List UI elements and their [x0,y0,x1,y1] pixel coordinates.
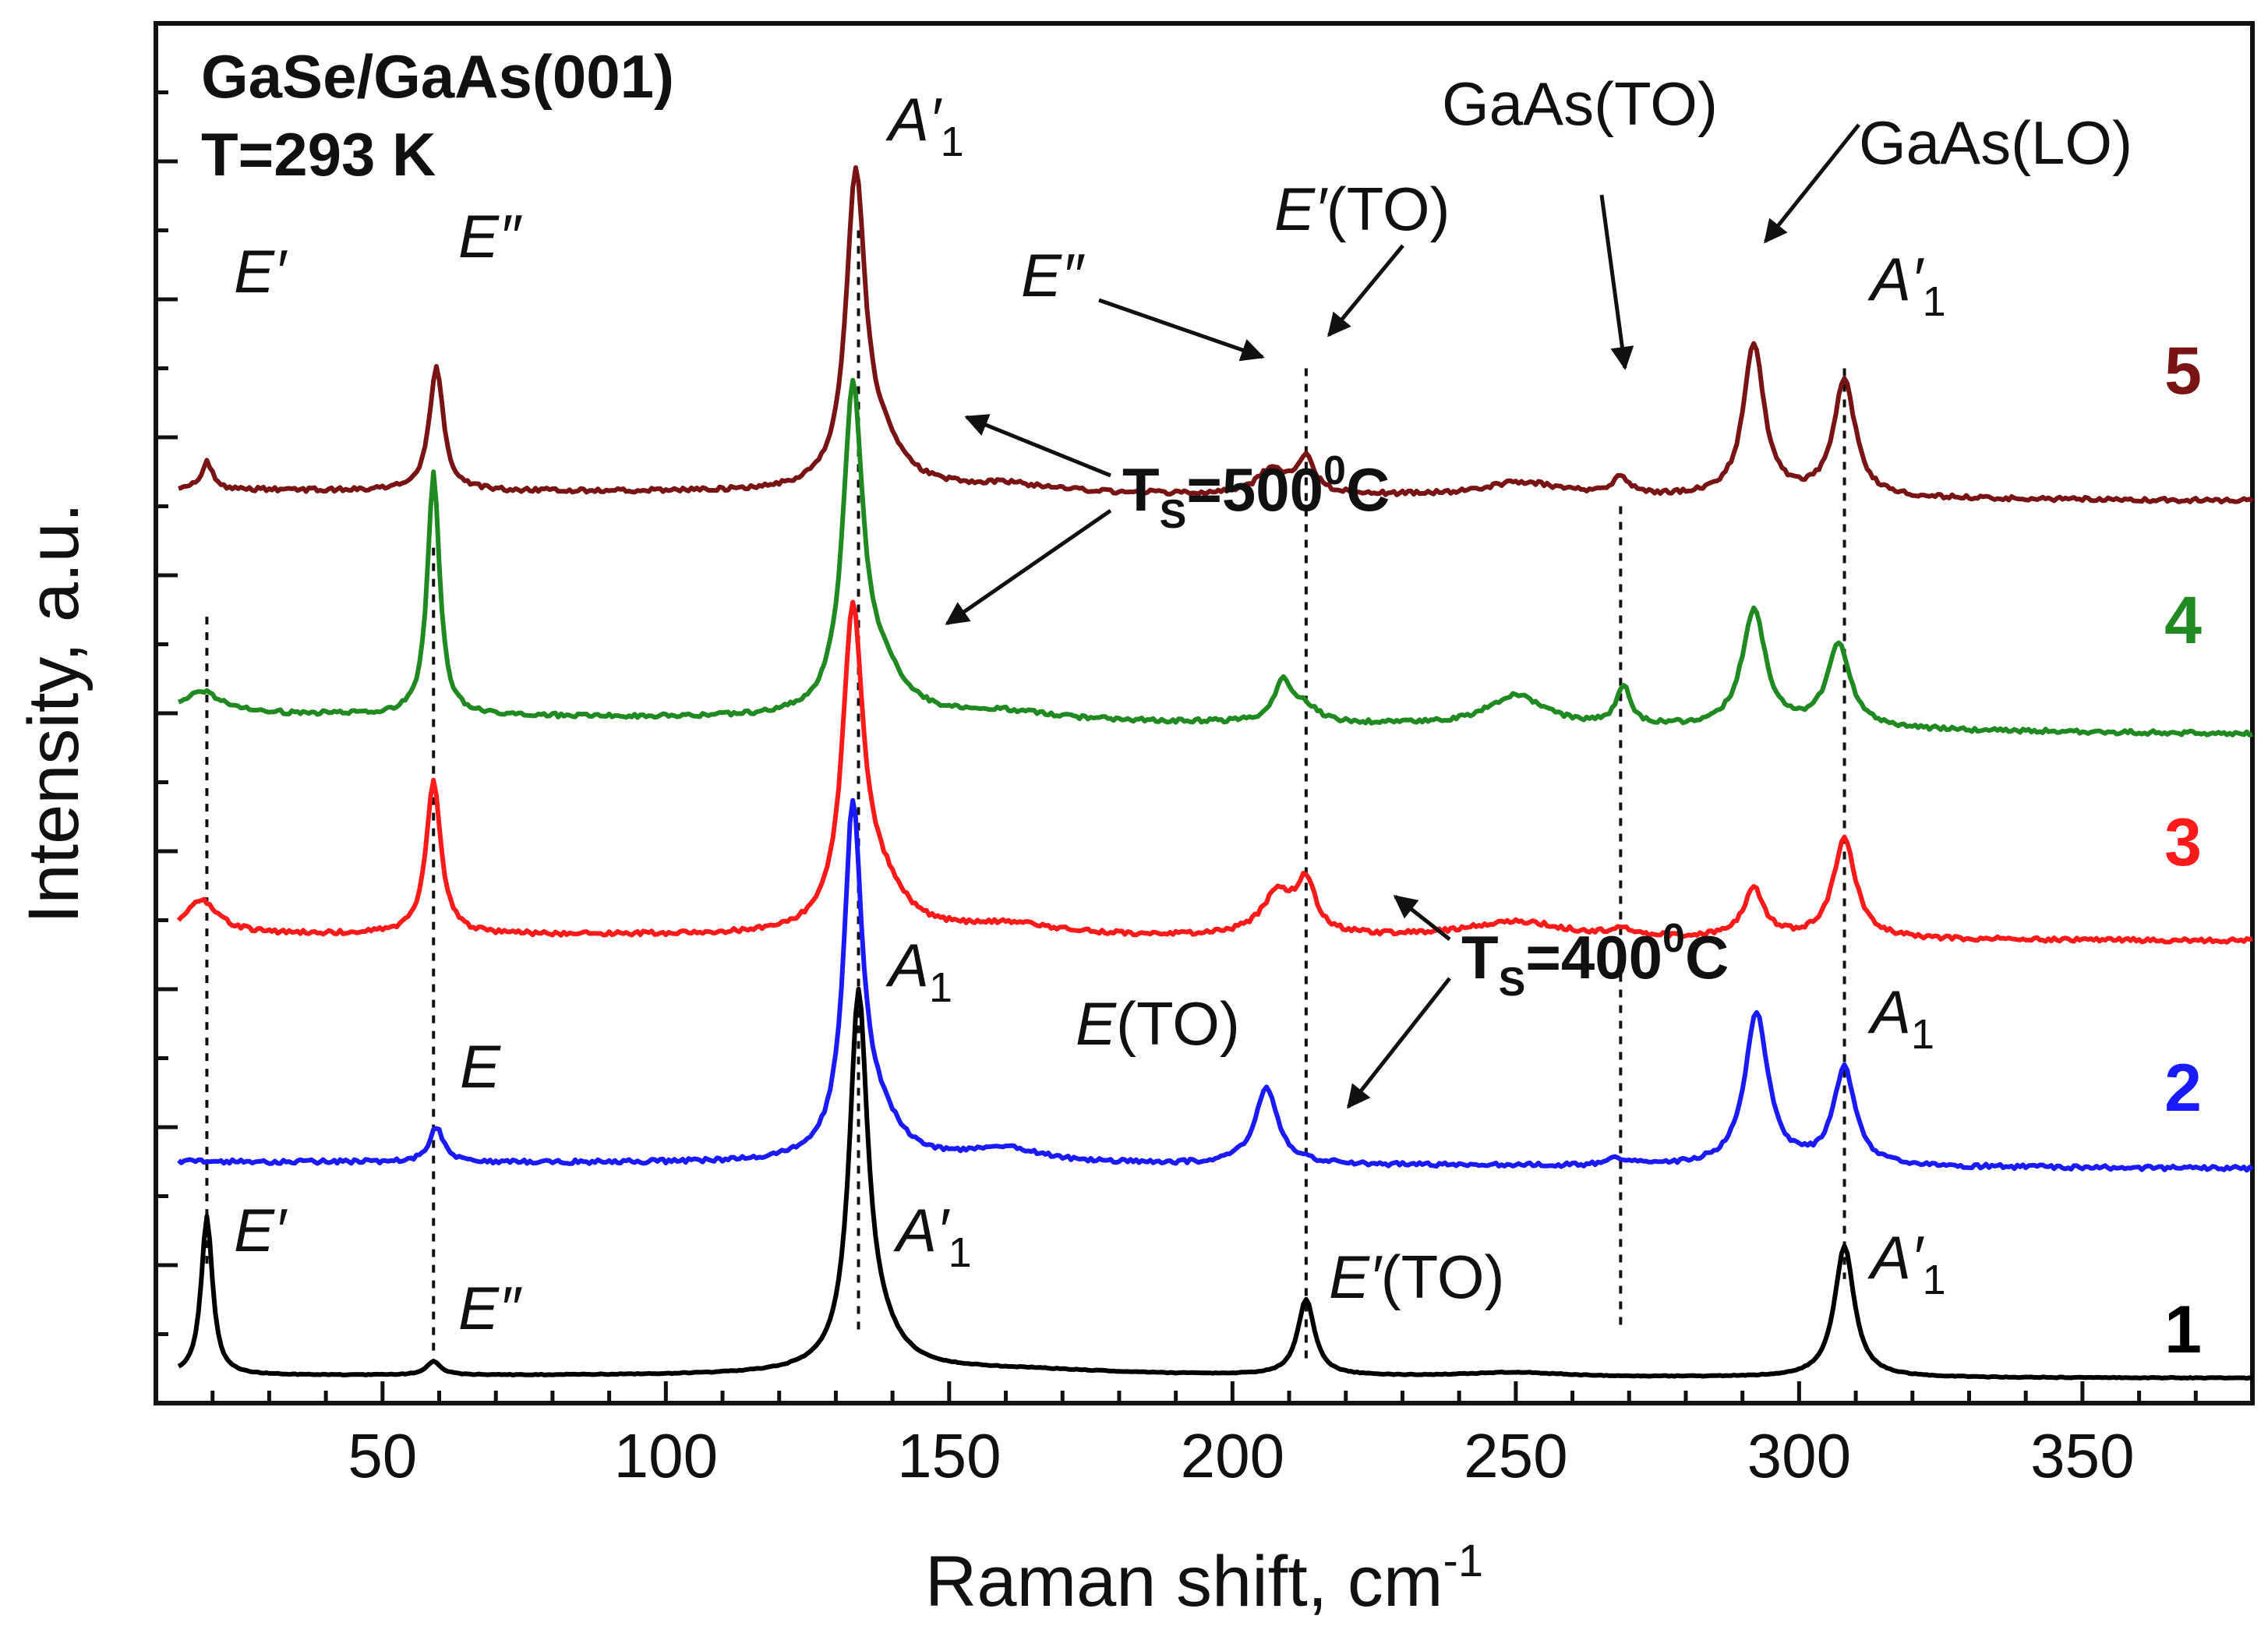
x-tick-label: 150 [897,1421,1001,1490]
curve-label-3: 3 [2164,805,2202,880]
x-axis-ticks: 50 100 150 200 250 300 350 [210,1381,2255,1490]
ann-e-prime-1: E′ [234,1196,288,1264]
arrow-ts400-down [1347,977,1451,1109]
ann-a1-2b: A1 [1867,978,1934,1058]
ann-ts-400: TS=4000C [1461,916,1729,1005]
x-axis-title: Raman shift, cm-1 [925,1536,1483,1621]
series-line-5 [178,165,2254,505]
series-line-2 [177,797,2254,1173]
chart-subtitle: T=293 K [201,120,436,189]
curve-label-2: 2 [2164,1051,2202,1126]
ann-a1p-1b: A′1 [1867,1223,1946,1303]
ann-a1-2: A1 [885,931,952,1011]
ann-ts-500: TS=5000C [1122,448,1390,537]
y-axis-ticks [156,21,178,1336]
arrow-ts500-up [964,414,1111,478]
ann-e-dprime-5: E″ [458,202,522,270]
ann-e-2: E [460,1032,501,1101]
arrow-gaas-lo [1764,123,1860,244]
series-line-1 [177,986,2253,1381]
ann-e-prime-to-1: E′(TO) [1329,1243,1505,1311]
x-tick-label: 300 [1747,1421,1851,1490]
ann-a1p-5b: A′1 [1867,245,1946,325]
chart-title: GaSe/GaAs(001) [201,42,674,111]
x-tick-label: 100 [614,1421,718,1490]
arrow-ts500-down [945,508,1112,626]
ann-e-to-2: E(TO) [1076,989,1240,1058]
spectrum-series [176,165,2254,1381]
ann-a1p-5: A′1 [885,85,964,165]
y-axis-title: Intensity, a.u. [14,503,94,924]
annotation-arrows [945,123,1860,1109]
arrow-e-dprime-5 [1098,298,1265,362]
ann-gaas-lo: GaAs(LO) [1859,108,2132,177]
ann-gaas-to: GaAs(TO) [1442,69,1718,138]
x-tick-label: 200 [1181,1421,1284,1490]
ann-e-prime-to-5: E′(TO) [1274,175,1450,243]
curve-label-5: 5 [2164,334,2202,408]
x-tick-label: 350 [2030,1421,2134,1490]
series-line-3 [176,599,2253,945]
dashed-guide-lines [205,230,1846,1362]
ann-e-dprime-1: E″ [458,1274,522,1342]
x-tick-label: 50 [348,1421,417,1490]
ann-e-dprime-5b: E″ [1021,241,1085,309]
curve-label-1: 1 [2164,1292,2202,1367]
curve-label-4: 4 [2164,583,2202,658]
arrow-ts400-up [1393,895,1451,941]
arrow-gaas-to [1599,194,1634,370]
series-line-4 [178,377,2253,737]
x-tick-label: 250 [1464,1421,1567,1490]
arrow-e-prime-to-5 [1327,244,1404,338]
ann-a1p-1: A′1 [893,1196,972,1276]
ann-e-prime-5: E′ [234,237,288,306]
